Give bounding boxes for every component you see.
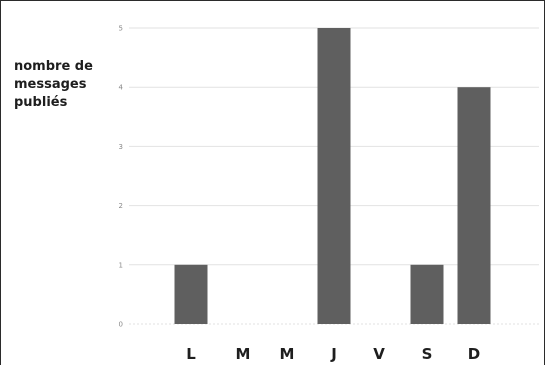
y-tick-label: 0 (119, 321, 123, 329)
x-tick-label: V (373, 345, 385, 363)
y-tick-label: 1 (119, 261, 123, 269)
y-tick-label: 4 (119, 84, 124, 92)
bar (457, 87, 491, 324)
x-tick-label: J (330, 345, 337, 363)
x-tick-label: S (422, 345, 433, 363)
bar (317, 28, 351, 324)
x-tick-label: M (236, 345, 251, 363)
y-tick-label: 3 (119, 143, 123, 151)
bar (174, 264, 208, 324)
y-tick-label: 2 (119, 202, 123, 210)
y-axis-label-line: nombre de (14, 59, 93, 74)
x-tick-label: D (468, 345, 480, 363)
x-tick-label: L (186, 345, 196, 363)
bar (410, 264, 444, 324)
y-tick-label: 5 (119, 25, 123, 33)
x-tick-label: M (280, 345, 295, 363)
y-axis-label-line: publiés (14, 95, 68, 110)
y-axis-label-line: messages (14, 77, 87, 92)
y-axis-label: nombre de messages publiés (14, 58, 109, 112)
